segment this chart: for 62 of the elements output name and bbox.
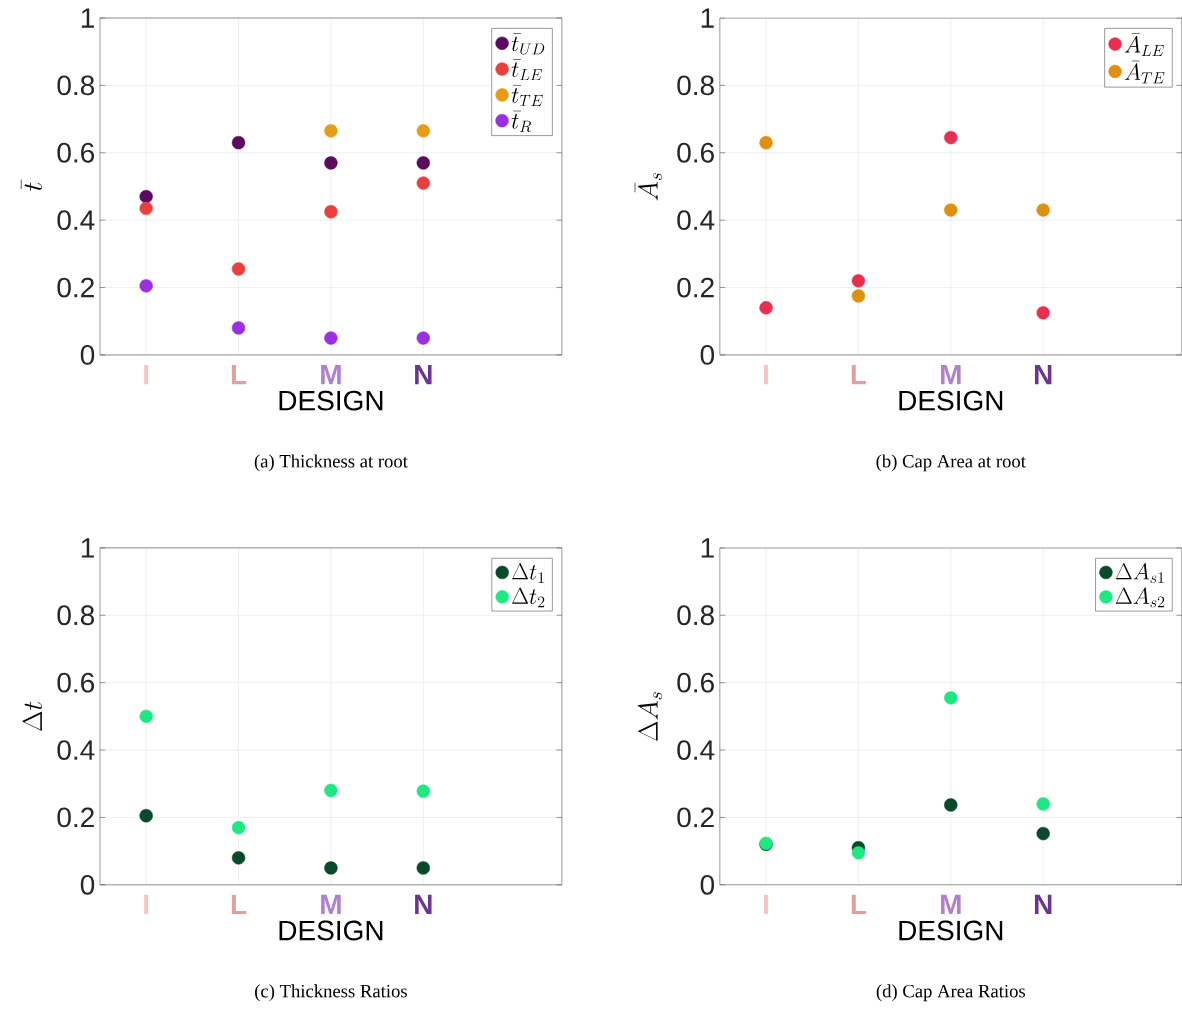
y-tick-label: 0.8 (677, 75, 714, 96)
y-axis-title: $\Delta t$ (22, 701, 43, 731)
legend-label: $\Delta t_2$ (512, 587, 545, 608)
y-tick-label: 0 (700, 875, 715, 895)
x-tick-label: I (144, 894, 149, 915)
legend-label: $\bar{t}_{TE}$ (511, 85, 543, 107)
y-tick-label: 0.6 (57, 142, 95, 163)
x-axis-title: DESIGN (279, 920, 383, 941)
y-tick-label: 0.8 (57, 75, 95, 96)
x-tick-label: M (941, 365, 961, 385)
y-tick-label: 1 (701, 8, 714, 28)
text: (d) Cap Area Ratios (876, 984, 1026, 1002)
text: (b) Cap Area at root (876, 454, 1026, 472)
x-tick-label: N (1034, 894, 1052, 915)
legend-label: $\Delta t_1$ (512, 563, 544, 583)
y-tick-label: 0.4 (57, 210, 95, 231)
y-tick-label: 1 (701, 538, 714, 558)
x-tick-label: L (231, 365, 247, 385)
y-tick-label: 1 (81, 8, 94, 28)
text: (c) Thickness Ratios (255, 984, 407, 1002)
legend-label: $\bar{A}_{LE}$ (1124, 33, 1164, 56)
x-axis-title: DESIGN (899, 920, 1003, 941)
x-axis-title: DESIGN (279, 390, 383, 411)
y-tick-label: 0.6 (677, 142, 714, 163)
x-tick-label: L (851, 894, 867, 915)
y-tick-label: 0.2 (57, 807, 94, 828)
y-tick-label: 0 (80, 345, 95, 365)
x-tick-label: L (851, 365, 867, 385)
y-axis-title: $\bar{A}_s$ (634, 173, 662, 201)
y-tick-label: 0.2 (677, 807, 714, 828)
legend-label: $\Delta A_{s1}$ (1115, 563, 1164, 584)
x-tick-label: M (321, 365, 341, 385)
y-tick-label: 0.4 (677, 210, 715, 231)
y-tick-label: 0 (80, 875, 95, 895)
y-tick-label: 0 (700, 345, 715, 365)
y-tick-label: 0.2 (57, 277, 94, 298)
legend-label: $\bar{t}_{LE}$ (511, 59, 542, 81)
x-tick-label: N (415, 894, 432, 915)
x-tick-label: N (415, 365, 432, 385)
x-tick-label: I (144, 365, 149, 385)
y-axis-title: $\Delta A_s$ (637, 692, 662, 742)
legend-label: $\bar{t}_{UD}$ (511, 33, 545, 55)
x-tick-label: I (764, 894, 769, 915)
y-tick-label: 0.4 (677, 740, 715, 761)
y-tick-label: 0.6 (677, 672, 714, 693)
y-tick-label: 0.2 (677, 277, 714, 298)
legend-label: $\bar{A}_{TE}$ (1124, 60, 1165, 84)
x-tick-label: M (941, 894, 961, 915)
y-tick-label: 1 (81, 538, 94, 558)
legend-label: $\bar{t}_{R}$ (511, 110, 532, 133)
y-axis-title: $\bar{t}$ (20, 179, 43, 191)
x-axis-title: DESIGN (899, 390, 1003, 411)
y-tick-label: 0.8 (677, 605, 714, 626)
y-tick-label: 0.6 (57, 672, 95, 693)
legend-label: $\Delta A_{s2}$ (1115, 587, 1165, 608)
x-tick-label: M (321, 894, 341, 915)
y-tick-label: 0.8 (57, 605, 95, 626)
x-tick-label: I (764, 365, 769, 385)
x-tick-label: N (1034, 365, 1052, 385)
text: (a) Thickness at root (254, 454, 408, 472)
y-tick-label: 0.4 (57, 740, 95, 761)
x-tick-label: L (231, 894, 247, 915)
